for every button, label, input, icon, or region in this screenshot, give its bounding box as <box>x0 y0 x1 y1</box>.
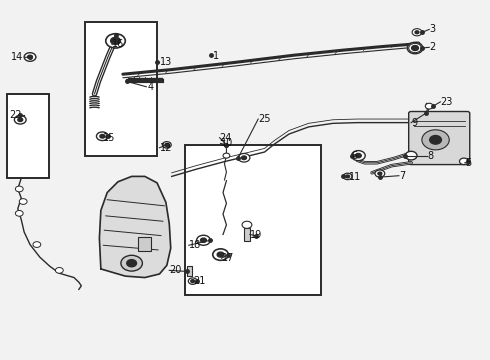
Circle shape <box>111 37 121 44</box>
Circle shape <box>14 116 26 124</box>
Circle shape <box>343 173 352 180</box>
Circle shape <box>238 153 250 162</box>
Text: 22: 22 <box>9 111 22 121</box>
Circle shape <box>24 53 36 61</box>
Circle shape <box>460 158 468 165</box>
Text: 21: 21 <box>194 276 206 286</box>
Circle shape <box>425 103 433 109</box>
Circle shape <box>127 260 137 267</box>
Circle shape <box>165 143 169 146</box>
Text: 18: 18 <box>189 240 201 250</box>
Bar <box>187 266 192 276</box>
Text: 13: 13 <box>159 57 171 67</box>
Bar <box>244 228 250 241</box>
Text: 9: 9 <box>411 118 417 128</box>
Circle shape <box>430 135 441 144</box>
Circle shape <box>15 186 23 192</box>
Circle shape <box>223 153 230 158</box>
Text: 25: 25 <box>259 114 271 124</box>
Bar <box>185 145 321 296</box>
Circle shape <box>97 132 108 140</box>
Circle shape <box>422 130 449 150</box>
FancyBboxPatch shape <box>409 112 470 165</box>
Circle shape <box>106 34 125 48</box>
Circle shape <box>19 199 27 204</box>
Circle shape <box>242 156 246 159</box>
Text: 8: 8 <box>427 150 433 161</box>
Circle shape <box>188 278 197 284</box>
Circle shape <box>196 235 210 245</box>
Text: 1: 1 <box>213 51 220 61</box>
Text: 5: 5 <box>465 158 471 168</box>
Bar <box>85 22 157 156</box>
Bar <box>139 237 151 251</box>
Polygon shape <box>99 176 171 278</box>
Circle shape <box>18 118 23 122</box>
Text: 11: 11 <box>348 172 361 182</box>
Circle shape <box>15 211 23 216</box>
Circle shape <box>409 43 421 53</box>
Circle shape <box>412 45 418 50</box>
Circle shape <box>217 252 224 257</box>
Text: 15: 15 <box>103 133 116 143</box>
Circle shape <box>27 55 32 59</box>
Text: 4: 4 <box>147 82 153 92</box>
Text: 17: 17 <box>221 253 234 263</box>
Text: 3: 3 <box>430 24 436 35</box>
Text: 24: 24 <box>220 133 232 143</box>
Text: 2: 2 <box>430 42 436 52</box>
Circle shape <box>415 31 419 34</box>
Circle shape <box>355 153 361 158</box>
Circle shape <box>375 170 385 177</box>
Text: 23: 23 <box>441 97 453 107</box>
Circle shape <box>378 172 382 175</box>
Circle shape <box>345 175 349 178</box>
Text: 20: 20 <box>169 265 182 275</box>
Text: 14: 14 <box>11 52 24 62</box>
Bar <box>6 94 49 178</box>
Circle shape <box>33 242 41 247</box>
Text: 19: 19 <box>250 230 262 239</box>
Text: 7: 7 <box>399 171 405 181</box>
Text: 6: 6 <box>351 150 358 161</box>
Circle shape <box>200 238 206 242</box>
Text: 10: 10 <box>220 139 233 148</box>
Circle shape <box>100 134 105 138</box>
Circle shape <box>351 150 365 161</box>
Circle shape <box>407 42 423 54</box>
Circle shape <box>162 141 171 148</box>
Text: 16: 16 <box>112 40 124 49</box>
Circle shape <box>412 29 422 36</box>
Circle shape <box>191 280 195 283</box>
Circle shape <box>121 255 143 271</box>
Circle shape <box>405 151 417 160</box>
Circle shape <box>55 267 63 273</box>
Circle shape <box>213 249 228 260</box>
Circle shape <box>242 221 252 228</box>
Text: 12: 12 <box>159 143 172 153</box>
